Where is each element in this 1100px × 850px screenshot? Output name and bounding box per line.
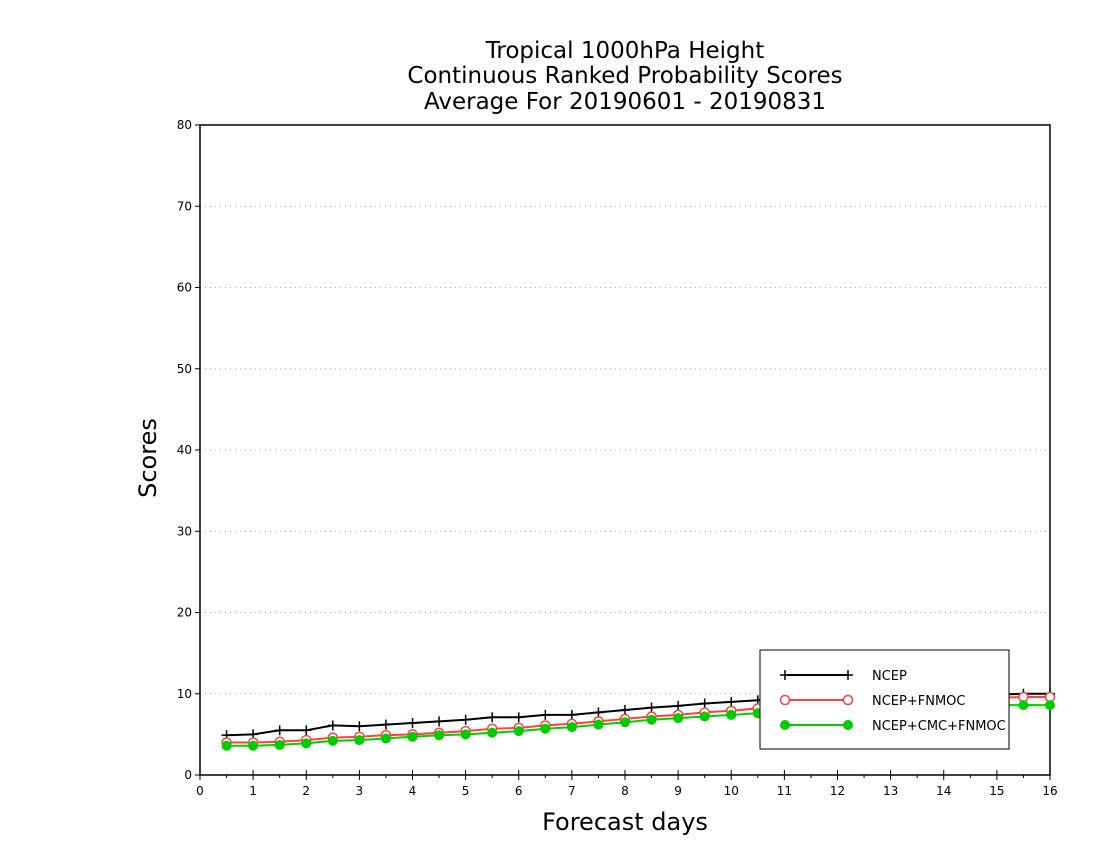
data-point-filled-circle (221, 740, 232, 751)
data-point-filled-circle (460, 729, 471, 740)
data-point-plus (513, 712, 524, 723)
data-point-plus (673, 700, 684, 711)
x-tick-label: 8 (621, 784, 629, 798)
x-tick-label: 6 (515, 784, 523, 798)
data-point-plus (327, 720, 338, 731)
data-point-plus (487, 712, 498, 723)
legend-label: NCEP (872, 669, 907, 684)
data-point-plus (354, 721, 365, 732)
legend-label: NCEP+CMC+FNMOC (872, 719, 1006, 734)
data-point-plus (593, 707, 604, 718)
x-tick-label: 3 (356, 784, 364, 798)
y-tick-label: 0 (184, 768, 192, 782)
data-point-plus (726, 696, 737, 707)
legend-item: NCEP (780, 669, 907, 684)
data-point-open-circle (842, 694, 854, 706)
data-point-filled-circle (434, 730, 445, 741)
data-point-filled-circle (843, 720, 853, 730)
y-tick-label: 20 (177, 606, 192, 620)
legend-item: NCEP+FNMOC (779, 694, 965, 709)
data-point-plus (780, 670, 790, 680)
data-point-plus (460, 714, 471, 725)
data-point-filled-circle (620, 717, 630, 728)
x-tick-label: 4 (409, 784, 417, 798)
y-axis-label: Scores (134, 418, 162, 498)
data-point-filled-circle (673, 713, 684, 724)
data-point-plus (434, 716, 445, 727)
data-point-filled-circle (566, 722, 577, 733)
data-point-filled-circle (699, 711, 710, 722)
y-tick-label: 10 (177, 687, 192, 701)
data-point-filled-circle (487, 727, 498, 738)
data-point-filled-circle (327, 735, 338, 746)
x-tick-label: 9 (674, 784, 682, 798)
legend: NCEP NCEP+FNMOC NCEP+CMC+FNMOC (759, 649, 1010, 750)
data-point-open-circle (779, 694, 791, 706)
x-tick-label: 14 (936, 784, 951, 798)
x-tick-label: 2 (302, 784, 310, 798)
data-point-plus (646, 702, 657, 713)
x-tick-label: 11 (777, 784, 792, 798)
y-tick-label: 40 (177, 443, 192, 457)
data-point-plus (540, 709, 551, 720)
x-tick-label: 1 (249, 784, 257, 798)
y-tick-label: 80 (177, 118, 192, 132)
x-tick-label: 15 (989, 784, 1004, 798)
data-point-plus (274, 725, 285, 736)
data-point-plus (843, 670, 853, 680)
data-point-filled-circle (593, 719, 604, 730)
y-tick-label: 60 (177, 281, 192, 295)
x-tick-label: 13 (883, 784, 898, 798)
data-point-plus (699, 698, 710, 709)
data-point-filled-circle (301, 738, 312, 749)
title-line-3: Average For 20190601 - 20190831 (423, 89, 827, 115)
data-point-filled-circle (274, 739, 285, 750)
x-tick-label: 12 (830, 784, 845, 798)
data-point-filled-circle (513, 726, 524, 737)
data-point-filled-circle (726, 709, 737, 720)
data-point-filled-circle (380, 733, 391, 744)
data-point-plus (380, 719, 391, 730)
title-line-2: Continuous Ranked Probability Scores (407, 63, 843, 89)
x-tick-label: 10 (724, 784, 739, 798)
data-point-filled-circle (1018, 700, 1029, 711)
x-axis-label: Forecast days (542, 808, 708, 836)
legend-label: NCEP+FNMOC (872, 694, 965, 709)
data-point-plus (620, 705, 630, 715)
legend-item: NCEP+CMC+FNMOC (780, 719, 1006, 734)
data-point-filled-circle (407, 731, 418, 742)
title-line-1: Tropical 1000hPa Height (485, 38, 765, 64)
y-tick-label: 50 (177, 362, 192, 376)
x-tick-label: 0 (196, 784, 204, 798)
data-point-plus (407, 718, 418, 728)
data-point-filled-circle (248, 740, 259, 751)
data-point-plus (301, 725, 312, 736)
data-point-plus (566, 709, 577, 720)
data-point-filled-circle (646, 714, 657, 725)
x-tick-label: 7 (568, 784, 576, 798)
y-tick-label: 30 (177, 524, 192, 538)
data-point-filled-circle (540, 723, 551, 734)
x-tick-label: 5 (462, 784, 470, 798)
y-tick-label: 70 (177, 199, 192, 213)
data-point-filled-circle (354, 735, 365, 746)
x-tick-label: 16 (1042, 784, 1057, 798)
data-point-filled-circle (1045, 700, 1055, 711)
data-point-filled-circle (780, 720, 790, 730)
